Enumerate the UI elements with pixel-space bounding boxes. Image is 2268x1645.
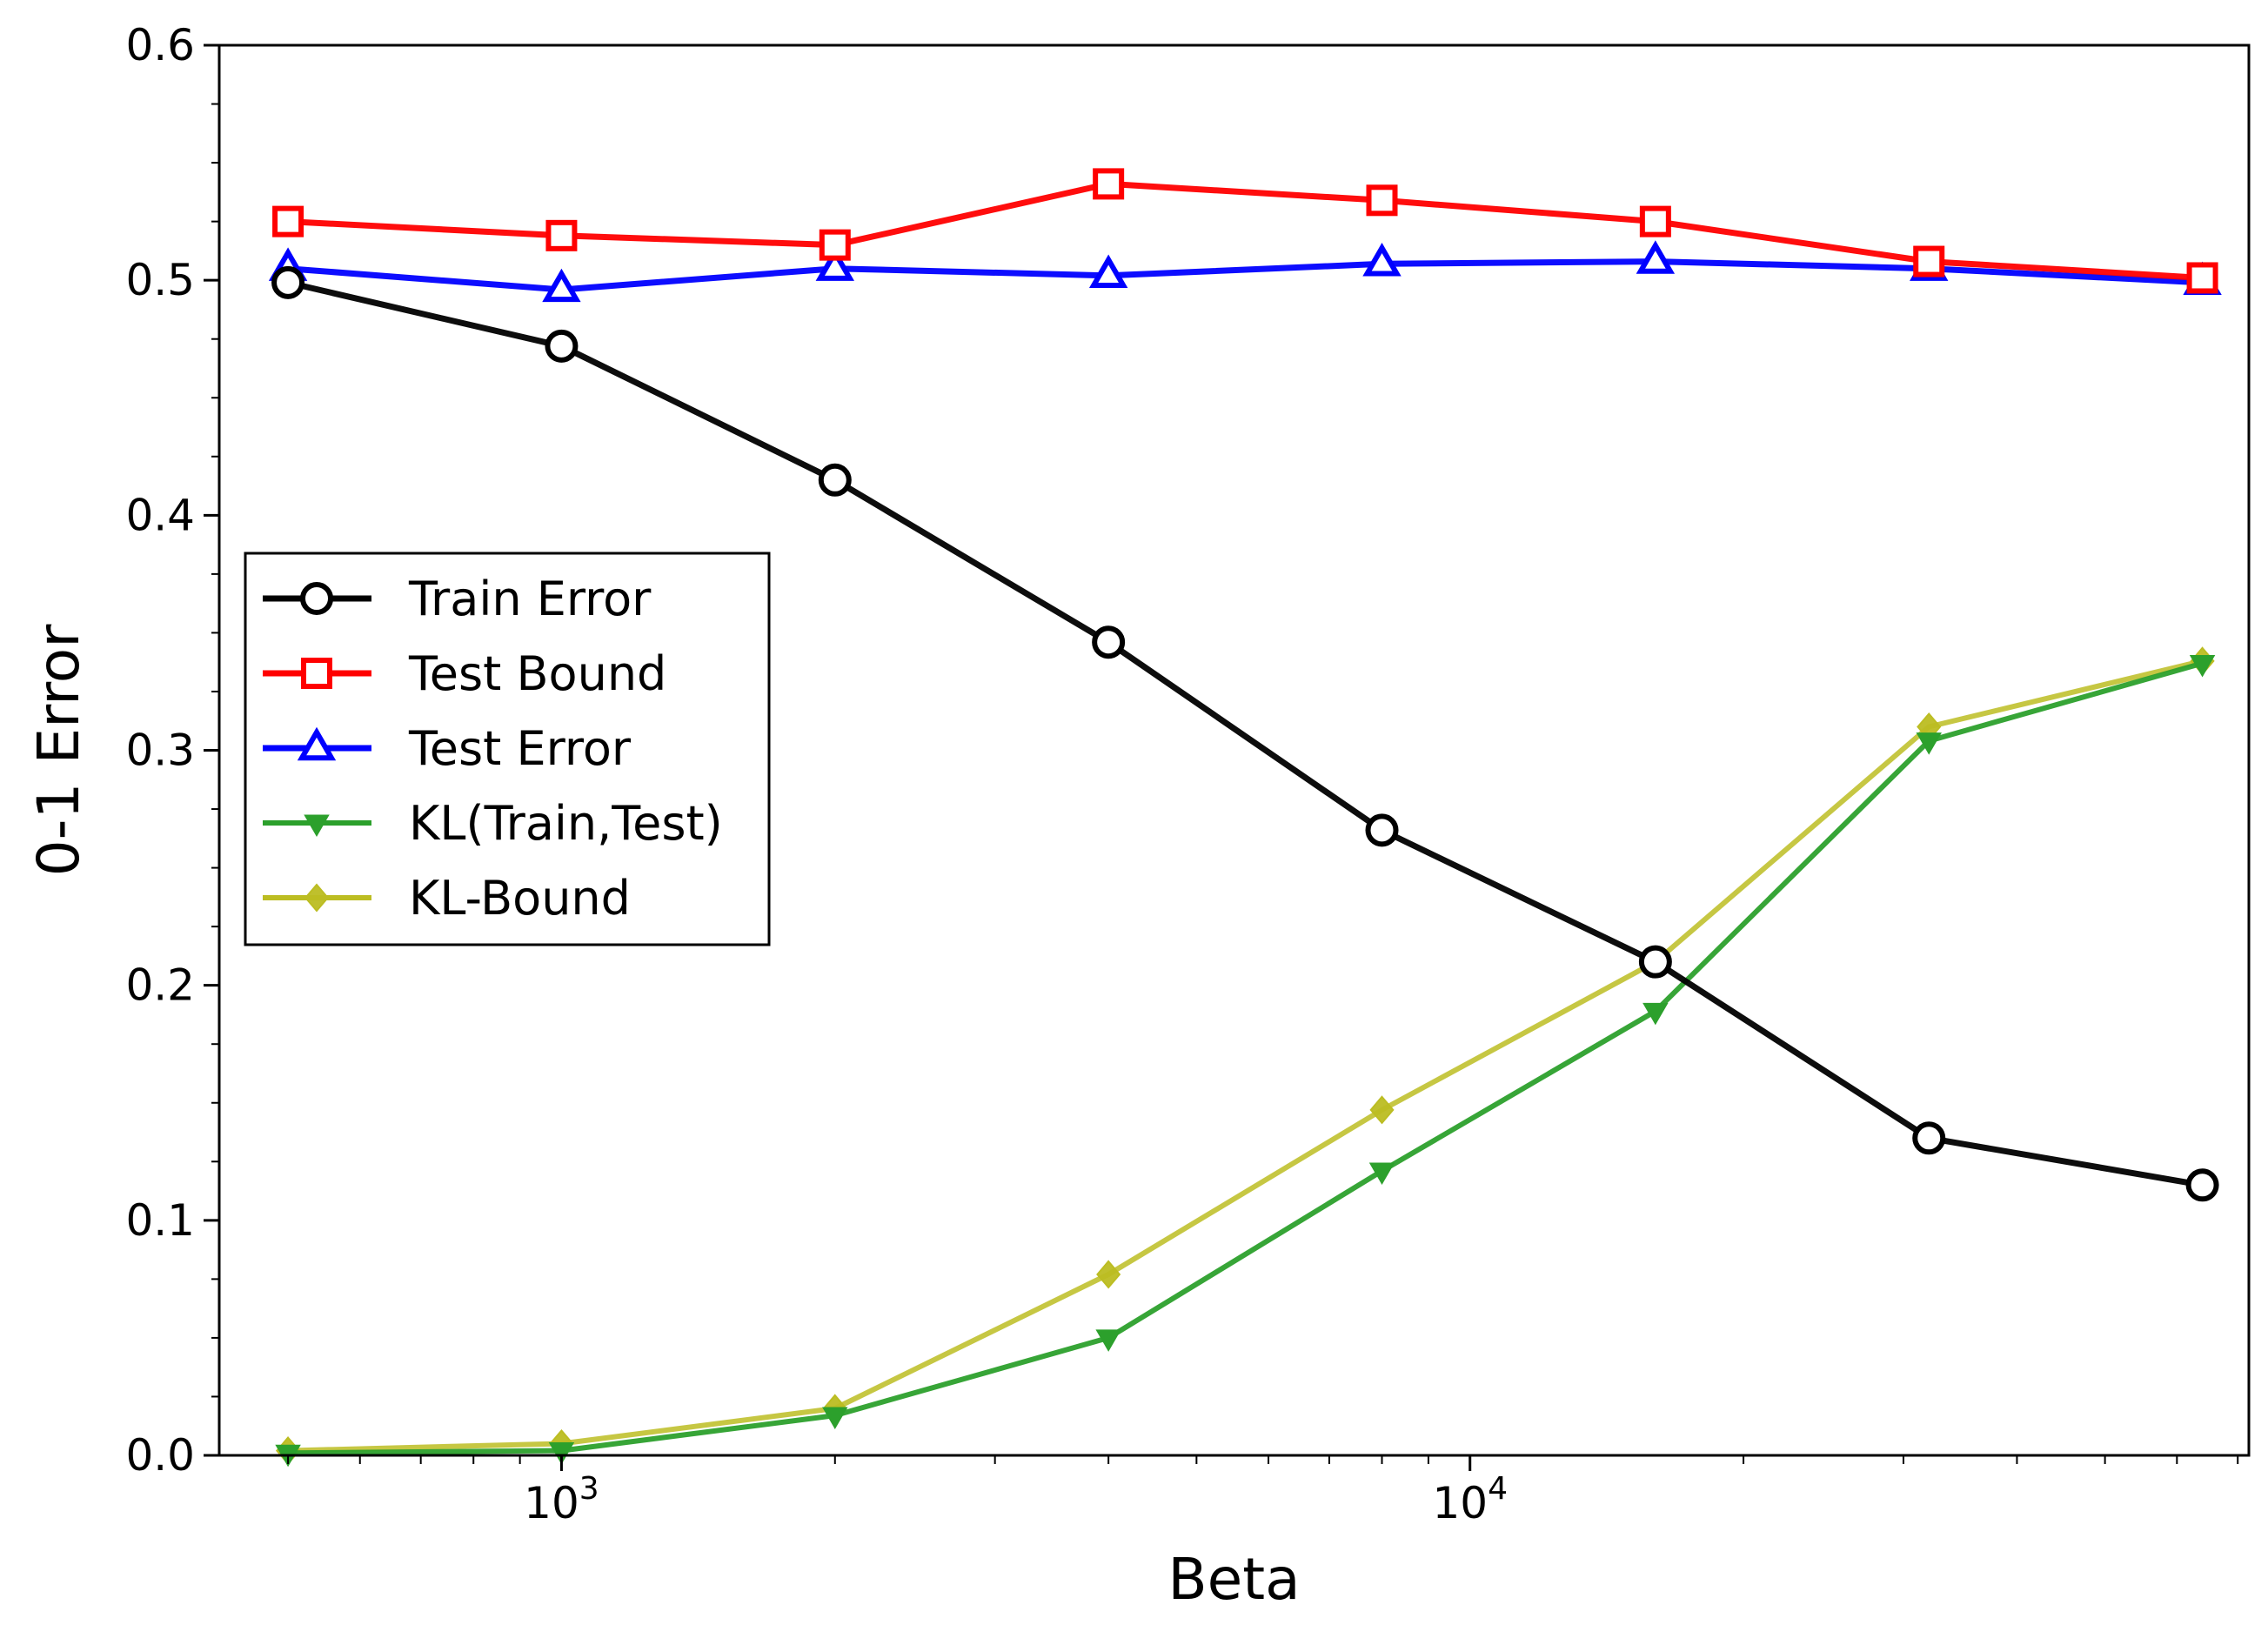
series-line (287, 279, 2204, 1188)
data-point (1095, 1329, 1121, 1352)
data-point (1369, 1095, 1395, 1125)
data-point (542, 268, 581, 303)
data-point (1916, 732, 1942, 755)
legend-item: KL-Bound (263, 871, 631, 926)
data-point (545, 219, 578, 251)
legend-label: Test Bound (408, 646, 666, 701)
data-point (2189, 654, 2216, 678)
legend: Train Error Test Bound Test Error KL(Train,… (244, 552, 771, 946)
x-axis-label: Beta (1167, 1546, 1300, 1613)
data-point (1638, 945, 1672, 979)
data-point (548, 1442, 575, 1465)
series-line (288, 660, 2204, 1456)
legend-label: Train Error (408, 572, 652, 626)
series-line (288, 658, 2204, 1454)
data-point (272, 205, 304, 237)
y-tick-label: 0.0 (125, 1430, 195, 1481)
data-point (545, 329, 579, 363)
x-tick-label: 103 (524, 1471, 599, 1528)
data-point (271, 265, 305, 299)
y-tick-label: 0.6 (125, 20, 195, 70)
legend-label: Test Error (408, 721, 632, 776)
axes: 0.0 0.1 0.2 0.3 0.4 0.5 0.6 103 104 Beta 0-1 Error (25, 20, 2251, 1613)
data-point (1642, 1002, 1669, 1026)
legend-item: Train Error (263, 572, 652, 626)
legend-marker (304, 883, 330, 913)
y-tick-label: 0.2 (125, 960, 195, 1011)
legend-label: KL(Train,Test) (409, 796, 723, 851)
data-point (1362, 242, 1402, 277)
legend-marker (301, 658, 332, 689)
legend-marker (304, 814, 330, 837)
data-point (1365, 813, 1399, 847)
legend-item: Test Bound (263, 646, 666, 701)
plot-area (268, 168, 2222, 1468)
data-point (1639, 205, 1671, 237)
series-1 (271, 265, 2219, 1202)
data-point (818, 463, 852, 497)
y-tick-label: 0.5 (125, 255, 195, 305)
data-point (1368, 1162, 1395, 1186)
data-point (2185, 1168, 2219, 1202)
data-point (815, 247, 854, 281)
data-point (1092, 625, 1126, 659)
legend-item: KL(Train,Test) (263, 796, 723, 851)
series-line (287, 258, 2203, 293)
y-tick-label: 0.1 (125, 1195, 195, 1246)
data-point (1912, 1121, 1946, 1155)
data-point (1913, 245, 1945, 278)
data-point (1093, 168, 1125, 200)
data-point (1096, 1260, 1121, 1289)
data-point (1366, 184, 1398, 217)
data-point (1088, 254, 1128, 288)
y-tick-label: 0.4 (125, 490, 195, 540)
data-point (822, 1407, 848, 1430)
data-point (2186, 262, 2218, 294)
data-point (819, 229, 851, 261)
legend-item: Test Error (263, 721, 632, 776)
x-tick-label: 104 (1432, 1471, 1508, 1528)
data-point (1636, 240, 1676, 274)
series-line (287, 180, 2203, 281)
y-tick-label: 0.3 (125, 726, 195, 776)
legend-label: KL-Bound (409, 871, 631, 926)
legend-marker (300, 582, 333, 615)
y-axis-label: 0-1 Error (25, 624, 92, 877)
legend-marker (297, 726, 337, 761)
series-2 (272, 168, 2218, 294)
